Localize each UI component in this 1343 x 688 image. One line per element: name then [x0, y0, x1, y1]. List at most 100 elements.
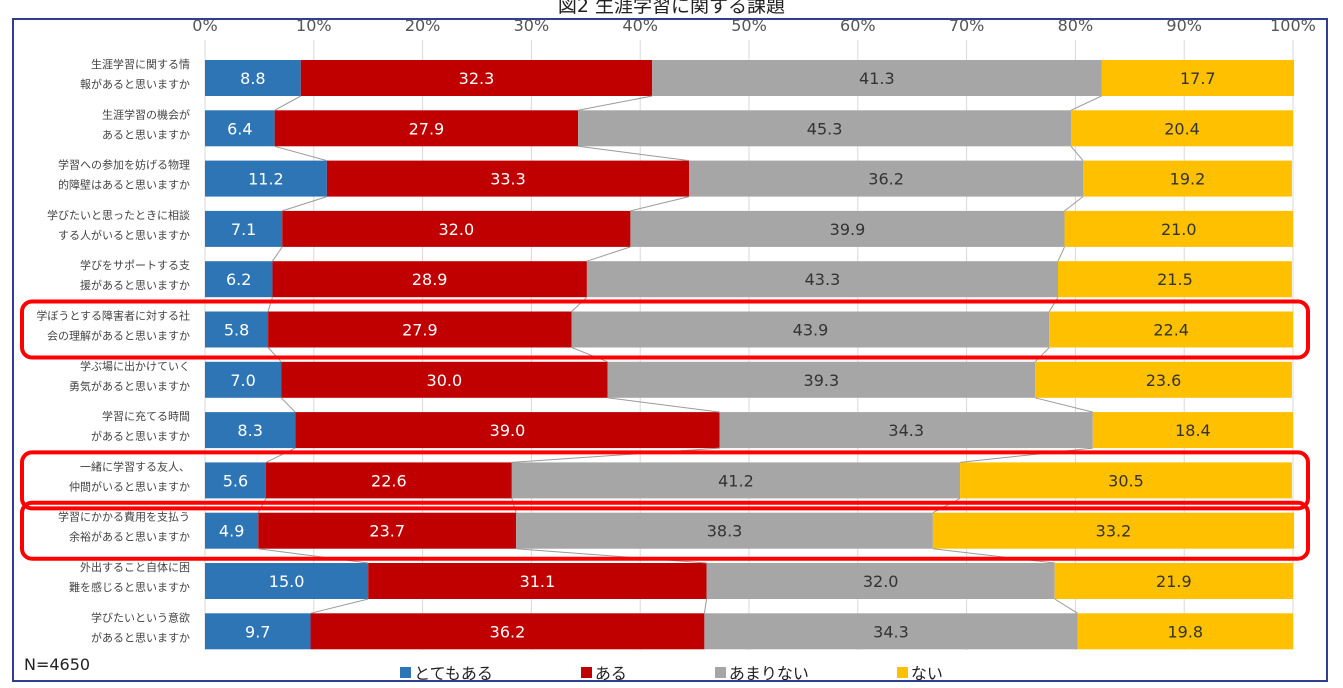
bar-segment	[1083, 160, 1292, 197]
bar-segment	[282, 210, 631, 247]
bar-segment	[1077, 613, 1293, 650]
data-label: 15.0	[269, 572, 305, 591]
data-label: 6.2	[226, 270, 251, 289]
data-label: 7.0	[230, 371, 255, 390]
bar-segment	[274, 110, 579, 147]
category-label: 報があると思いますか	[80, 77, 190, 91]
category-label: 生涯学習に関する情	[91, 57, 190, 71]
bar-segment	[1049, 311, 1293, 348]
data-label: 19.8	[1167, 622, 1203, 641]
connector-line	[1057, 246, 1065, 262]
bar-segment	[689, 160, 1084, 197]
x-tick-label: 30%	[514, 16, 550, 35]
bar-segment	[652, 60, 1102, 96]
category-label: 余裕があると思いますか	[69, 530, 190, 544]
bar-segment	[205, 60, 301, 96]
data-label: 22.4	[1153, 321, 1189, 340]
category-label: 学習に充てる時間	[102, 409, 190, 423]
category-label: 仲間がいると思いますか	[69, 479, 190, 493]
bar-segment	[1071, 110, 1293, 147]
data-label: 32.3	[459, 69, 495, 88]
connector-line	[267, 297, 273, 312]
chart-title: 図2 生涯学習に関する課題	[557, 0, 786, 17]
data-label: 23.7	[369, 522, 405, 541]
legend-swatch	[714, 666, 726, 678]
connector-line	[1048, 296, 1059, 312]
connector-line	[310, 598, 369, 614]
connector-line	[267, 347, 282, 363]
bar-segment	[205, 110, 275, 147]
data-label: 33.2	[1096, 522, 1132, 541]
bar-segment	[205, 563, 369, 599]
data-label: 6.4	[227, 119, 252, 138]
bar-segment	[272, 261, 587, 298]
bar-segment	[281, 361, 608, 398]
legend-swatch	[580, 666, 592, 678]
data-label: 19.2	[1170, 170, 1206, 189]
data-label: 17.7	[1180, 69, 1216, 88]
bar-segment	[1035, 361, 1292, 398]
connector-line	[257, 498, 267, 513]
connector-line	[511, 447, 720, 463]
connector-line	[274, 145, 327, 162]
category-label: 外出すること自体に困	[80, 560, 190, 574]
bar-segment	[205, 160, 327, 197]
highlight-box	[20, 500, 1310, 561]
data-label: 31.1	[520, 572, 556, 591]
category-label: 学びたいという意欲	[91, 610, 190, 624]
data-label: 21.9	[1156, 572, 1192, 591]
connector-line	[607, 397, 720, 413]
connector-line	[516, 548, 707, 564]
bar-segment	[300, 60, 653, 96]
category-label: 生涯学習の機会が	[102, 107, 190, 121]
bar-segment	[295, 412, 720, 449]
connector-line	[274, 95, 301, 111]
connector-line	[630, 196, 690, 212]
connector-line	[932, 497, 961, 514]
legend-label: ない	[910, 664, 943, 683]
category-label: があると思いますか	[91, 630, 190, 644]
x-tick-label: 90%	[1166, 16, 1202, 35]
category-label: 学習にかかる費用を支払う	[58, 510, 190, 524]
connector-line	[258, 548, 369, 564]
bar-segment	[310, 613, 705, 650]
category-label: する人がいると思いますか	[58, 228, 190, 242]
x-tick-label: 40%	[622, 16, 658, 35]
x-tick-label: 70%	[949, 16, 985, 35]
category-label: 勇気があると思いますか	[69, 379, 190, 393]
connector-line	[571, 347, 608, 363]
bar-segment	[719, 412, 1093, 449]
bar-segment	[205, 261, 273, 298]
data-label: 43.9	[793, 321, 829, 340]
connector-line	[703, 598, 708, 614]
bar-segment	[704, 613, 1078, 650]
legend-item: ない	[896, 660, 943, 684]
connector-line	[272, 246, 283, 262]
data-label: 5.6	[223, 471, 248, 490]
bar-segment	[368, 563, 707, 599]
data-label: 27.9	[402, 321, 438, 340]
connector-line	[1070, 145, 1084, 161]
connector-line	[586, 246, 631, 262]
data-label: 30.0	[427, 371, 463, 390]
data-label: 39.0	[490, 421, 526, 440]
bar-segment	[258, 512, 517, 549]
connector-line	[1035, 397, 1093, 413]
legend-item: あまりない	[714, 660, 809, 684]
data-label: 21.5	[1157, 270, 1193, 289]
connector-line	[932, 548, 1055, 564]
data-label: 7.1	[231, 220, 256, 239]
x-tick-label: 20%	[405, 16, 441, 35]
bar-segment	[1064, 210, 1293, 247]
legend-swatch	[400, 666, 412, 678]
data-label: 23.6	[1146, 371, 1182, 390]
category-label: あると思いますか	[102, 128, 190, 141]
data-label: 34.3	[888, 421, 924, 440]
bar-segment	[511, 462, 961, 499]
bar-segment	[706, 563, 1055, 599]
bar-segment	[205, 361, 282, 398]
legend-item: ある	[580, 660, 627, 684]
category-label: 援があると思いますか	[80, 278, 190, 292]
data-label: 22.6	[371, 471, 407, 490]
